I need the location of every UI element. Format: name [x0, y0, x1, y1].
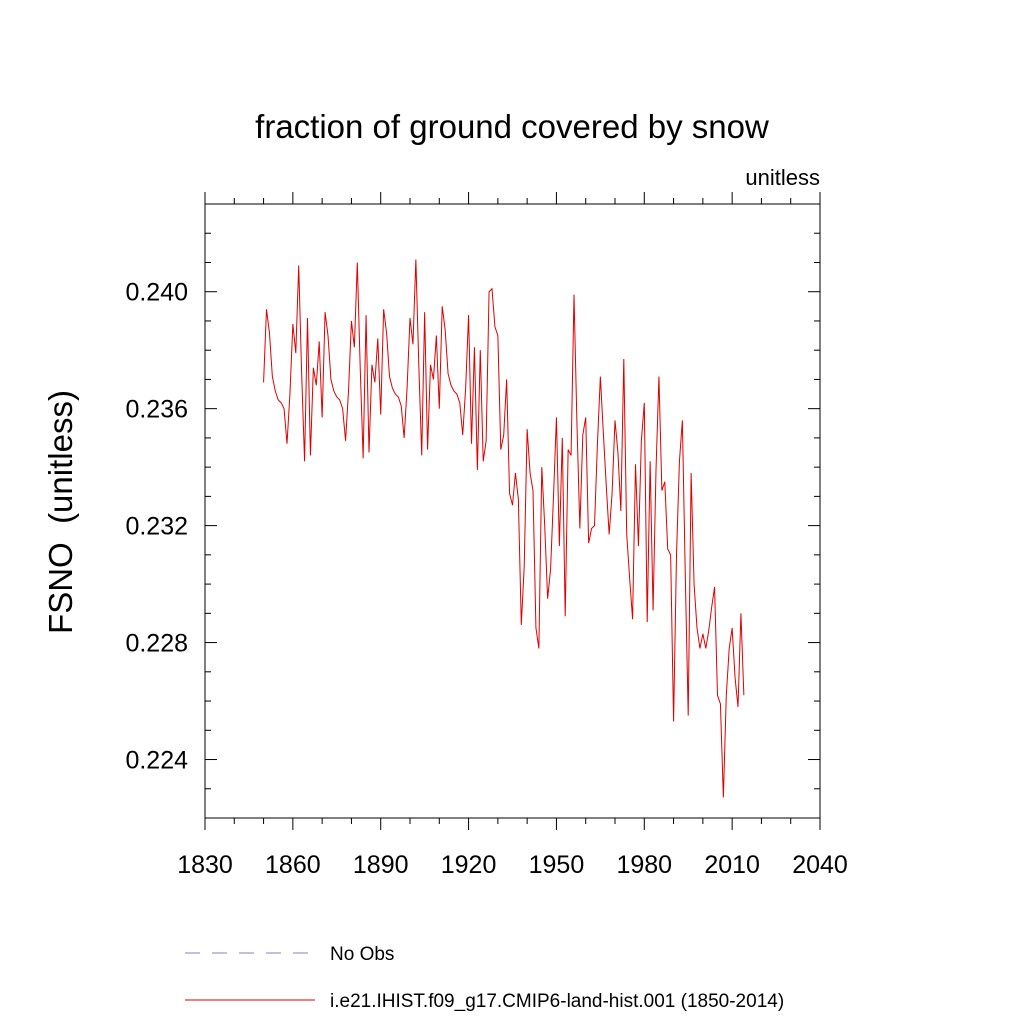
legend: No Obs i.e21.IHIST.f09_g17.CMIP6-land-hi…: [185, 944, 784, 1012]
y-tick-label: 0.232: [125, 513, 188, 541]
units-label: unitless: [745, 165, 820, 190]
series-line: [263, 259, 745, 798]
y-axis-label: FSNO (unitless): [42, 390, 79, 634]
x-tick-label: 2010: [704, 851, 760, 879]
x-tick-label: 1830: [177, 851, 233, 879]
legend-label-model: i.e21.IHIST.f09_g17.CMIP6-land-hist.001 …: [330, 991, 784, 1012]
y-tick-label: 0.240: [125, 279, 188, 307]
plot-frame: [204, 203, 821, 819]
y-tick-label: 0.236: [125, 396, 188, 424]
axis-ticks: [204, 192, 821, 830]
x-tick-label: 1860: [265, 851, 321, 879]
x-tick-label: 1890: [353, 851, 409, 879]
y-tick-label: 0.228: [125, 630, 188, 658]
x-tick-label: 1980: [616, 851, 672, 879]
chart-title: fraction of ground covered by snow: [255, 108, 769, 145]
x-tick-label: 1920: [441, 851, 497, 879]
x-tick-label: 1950: [529, 851, 585, 879]
y-tick-label: 0.224: [125, 747, 188, 775]
y-tick-labels: 0.224 0.228 0.232 0.236 0.240: [125, 279, 188, 775]
legend-label-no-obs: No Obs: [330, 944, 394, 965]
x-tick-labels: 1830 1860 1890 1920 1950 1980 2010 2040: [177, 851, 848, 879]
x-tick-label: 2040: [792, 851, 848, 879]
